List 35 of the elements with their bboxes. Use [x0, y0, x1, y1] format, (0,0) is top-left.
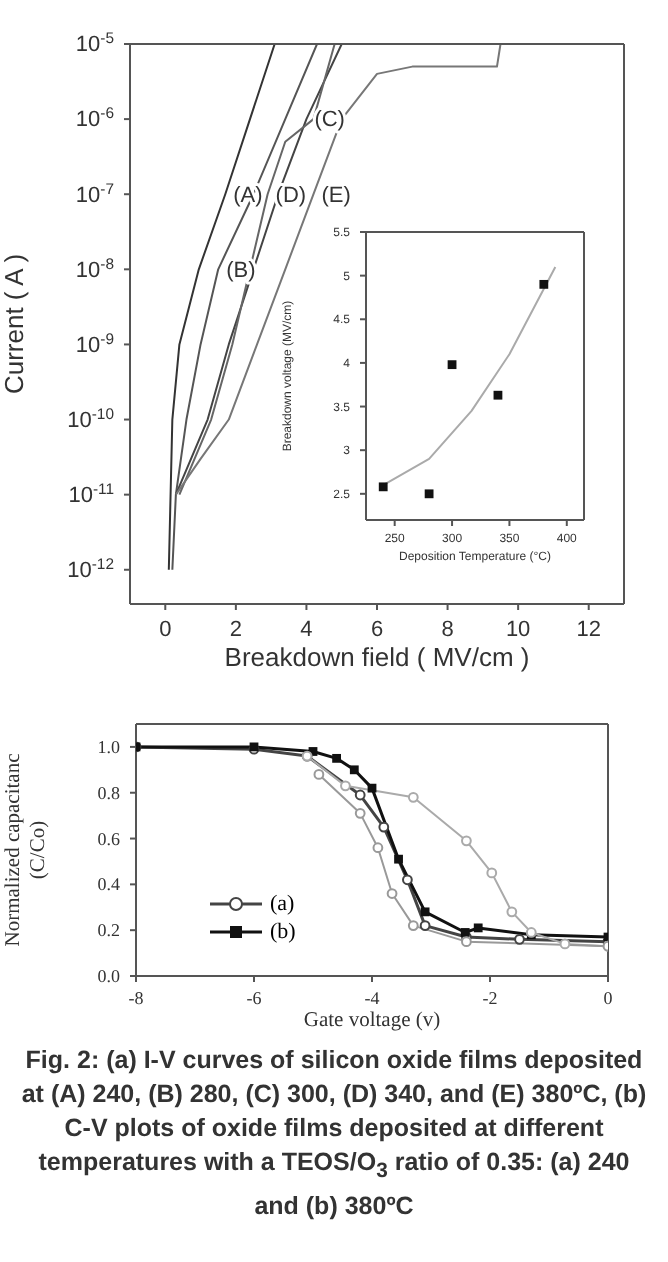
legend-label: (a): [270, 890, 295, 918]
x-tick-label: 0: [159, 618, 172, 642]
y-tick-label: 10$^{-11}$: [68, 478, 114, 508]
y-tick-label: 10$^{-12}$: [67, 554, 114, 584]
x-tick-label: -6: [246, 988, 263, 1008]
x-tick-label: 4: [300, 618, 313, 642]
y-tick-label: 10$^{-6}$: [75, 103, 114, 133]
x-tick-label: 12: [576, 618, 601, 642]
x-tick-label: 8: [441, 618, 454, 642]
y-tick-label: 0.4: [97, 874, 121, 895]
y-tick-label: 0.6: [97, 828, 121, 849]
caption: Fig. 2: (a) I-V curves of silicon oxide films deposited at (A) 240, (B) 280, (C) 300, (D) 340, and (E) 380ºC, (b) C-V plots of oxide films deposited at different temperatures with a TEOS/O$_{3}$ ratio of 0.35: (a) 240 and (b) 380ºC: [20, 1044, 648, 1223]
annotation: (D): [275, 183, 307, 208]
y-tick-label: 10$^{-7}$: [75, 178, 114, 208]
y-tick-label: 10$^{-9}$: [75, 328, 114, 358]
x-tick-label: -4: [364, 988, 381, 1008]
x-tick-label: 10: [505, 618, 531, 642]
annotation: (E): [321, 183, 351, 208]
x-tick-label: 6: [370, 618, 384, 642]
y-tick-label: 0.0: [97, 966, 121, 986]
x-tick-label: 2: [229, 618, 242, 642]
legend-label: (b): [270, 918, 296, 946]
y-axis-title: Normalized capacitanc (C/Co): [2, 752, 51, 947]
y-tick-label: 0.2: [97, 920, 120, 941]
y-tick-label: 10$^{-5}$: [75, 28, 114, 58]
y-axis-title: Current ( A ): [0, 253, 30, 395]
y-tick-label: 10$^{-10}$: [67, 403, 114, 433]
y-tick-label: 1.0: [97, 736, 121, 757]
x-tick-label: -2: [482, 988, 498, 1008]
y-tick-label: 10$^{-8}$: [75, 253, 114, 283]
x-tick-label: -8: [128, 988, 145, 1008]
x-tick-label: 0: [603, 988, 614, 1008]
y-tick-label: 0.8: [97, 782, 121, 803]
x-axis-title: Breakdown field ( MV/cm ): [224, 642, 530, 672]
x-axis-title: Gate voltage (v): [303, 1010, 442, 1032]
